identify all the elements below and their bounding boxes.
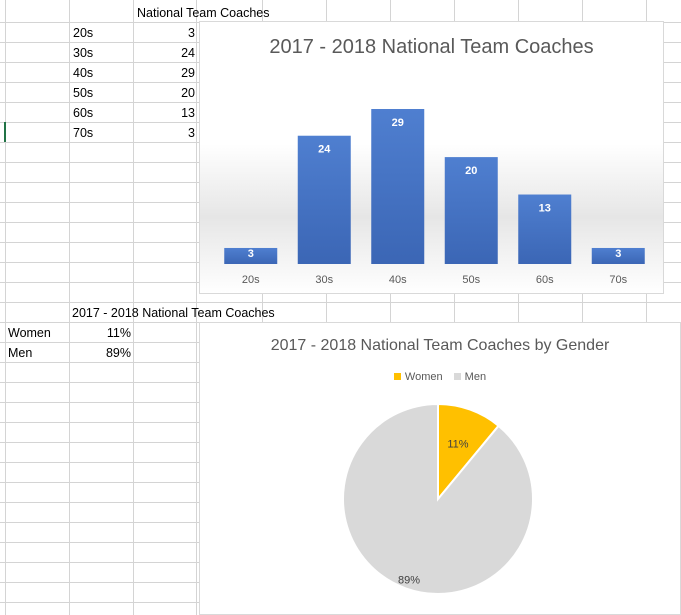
gender-pie-chart[interactable]: 2017 - 2018 National Team Coaches by Gen…: [199, 322, 681, 615]
legend-label: Women: [404, 371, 443, 383]
x-tick-label: 70s: [609, 274, 627, 286]
bar-data-label: 3: [248, 248, 254, 260]
age-row-label[interactable]: 60s: [73, 106, 94, 120]
legend-label: Men: [464, 371, 487, 383]
pie-chart-plot: 11% 89%: [342, 402, 534, 595]
bar-data-label: 13: [539, 203, 551, 215]
x-tick-label: 30s: [315, 274, 333, 286]
age-table-header[interactable]: National Team Coaches: [137, 6, 270, 20]
x-tick-label: 40s: [389, 274, 407, 286]
bar-data-label: 29: [392, 117, 404, 129]
age-row-label[interactable]: 50s: [73, 86, 94, 100]
bar-chart-title: 2017 - 2018 National Team Coaches: [269, 36, 594, 58]
bar-data-label: 24: [318, 144, 331, 156]
active-cell-indicator: [4, 122, 6, 142]
bar-60s[interactable]: [518, 194, 572, 264]
pie-slice-men[interactable]: [342, 402, 534, 595]
bar-data-label: 3: [615, 248, 621, 260]
bar-30s[interactable]: [297, 135, 351, 264]
pie-chart-title: 2017 - 2018 National Team Coaches by Gen…: [270, 337, 610, 354]
age-row-value[interactable]: 3: [188, 126, 195, 140]
gender-row-label[interactable]: Men: [8, 346, 33, 360]
age-row-label[interactable]: 70s: [73, 126, 94, 140]
bar-data-label: 20: [465, 165, 477, 177]
age-row-value[interactable]: 3: [188, 26, 195, 40]
x-tick-label: 60s: [536, 274, 554, 286]
age-row-value[interactable]: 13: [181, 106, 195, 120]
gender-row-label[interactable]: Women: [8, 326, 51, 340]
bar-70s[interactable]: [591, 247, 645, 264]
gender-table-header[interactable]: 2017 - 2018 National Team Coaches: [72, 306, 275, 320]
gender-row-value[interactable]: 11%: [106, 326, 131, 340]
gender-row-value[interactable]: 89%: [105, 346, 131, 360]
age-row-label[interactable]: 20s: [73, 26, 94, 40]
pie-slice-women[interactable]: [437, 402, 500, 502]
legend-swatch-men: [453, 373, 461, 380]
age-row-label[interactable]: 30s: [73, 46, 94, 60]
age-row-label[interactable]: 40s: [73, 66, 94, 80]
age-row-value[interactable]: 20: [181, 86, 195, 100]
pie-legend: Women Men: [200, 371, 680, 383]
x-tick-label: 20s: [242, 274, 260, 286]
bar-chart-plot: 3 20s 24 30s 29 40s 20 50s 13 60s 3 70s: [224, 109, 645, 286]
bar-50s[interactable]: [444, 157, 498, 264]
pie-data-label: 11%: [447, 439, 468, 451]
legend-swatch-women: [393, 373, 401, 380]
bar-40s[interactable]: [371, 109, 425, 264]
pie-data-label: 89%: [398, 574, 420, 586]
legend-item-men: Men: [453, 371, 487, 383]
age-row-value[interactable]: 29: [181, 66, 195, 80]
age-row-value[interactable]: 24: [181, 46, 195, 60]
x-tick-label: 50s: [462, 274, 480, 286]
age-bar-chart[interactable]: 2017 - 2018 National Team Coaches 3 20s 24…: [199, 21, 664, 294]
bar-20s[interactable]: [224, 247, 278, 264]
legend-item-women: Women: [393, 371, 443, 383]
